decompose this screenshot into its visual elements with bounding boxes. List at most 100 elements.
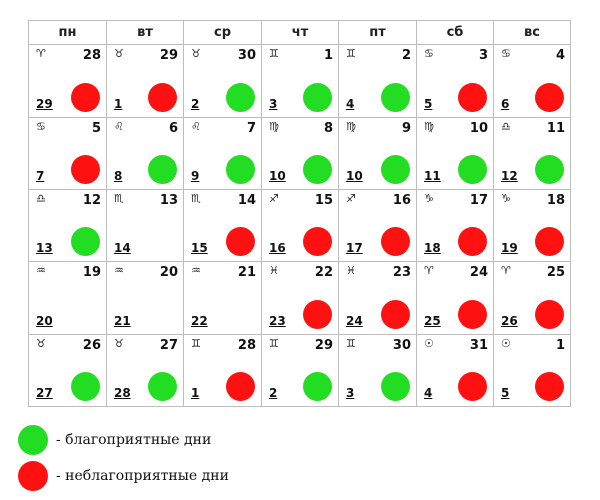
day-cell[interactable]: ♉ 26 27 <box>28 334 107 407</box>
solar-date-link[interactable]: 5 <box>501 386 510 400</box>
day-cell[interactable]: ♋ 5 7 <box>28 117 107 190</box>
solar-date-link[interactable]: 6 <box>501 97 510 111</box>
zodiac-sign-icon: ♍ <box>346 120 356 133</box>
solar-date-link[interactable]: 22 <box>191 314 208 328</box>
solar-date-link[interactable]: 12 <box>501 169 518 183</box>
day-cell[interactable]: ♊ 1 3 <box>261 44 339 118</box>
day-cell[interactable]: ♍ 10 11 <box>416 117 494 190</box>
lunar-day-number: 6 <box>168 121 178 136</box>
day-cell[interactable]: ♐ 15 16 <box>261 189 339 262</box>
zodiac-sign-icon: ♑ <box>501 192 511 205</box>
solar-date-link[interactable]: 10 <box>346 169 363 183</box>
day-cell[interactable]: ♒ 19 20 <box>28 261 107 335</box>
solar-date-link[interactable]: 4 <box>424 386 433 400</box>
day-cell[interactable]: ♑ 18 19 <box>493 189 571 262</box>
day-cell[interactable]: ♊ 28 1 <box>183 334 262 407</box>
day-cell[interactable]: ♍ 8 10 <box>261 117 339 190</box>
day-cell[interactable]: ♒ 20 21 <box>106 261 184 335</box>
day-cell[interactable]: ♑ 17 18 <box>416 189 494 262</box>
solar-date-link[interactable]: 18 <box>424 241 441 255</box>
day-cell[interactable]: ♌ 7 9 <box>183 117 262 190</box>
day-cell[interactable]: ♓ 23 24 <box>338 261 417 335</box>
solar-date-link[interactable]: 13 <box>36 241 53 255</box>
weekday-header: пт <box>338 20 417 45</box>
zodiac-sign-icon: ♈ <box>424 264 434 277</box>
solar-date-link[interactable]: 1 <box>114 97 123 111</box>
solar-date-link[interactable]: 14 <box>114 241 131 255</box>
solar-date-link[interactable]: 5 <box>424 97 433 111</box>
lunar-day-number: 5 <box>91 121 101 136</box>
solar-date-link[interactable]: 7 <box>36 169 45 183</box>
weekday-header: пн <box>28 20 107 45</box>
solar-date-link[interactable]: 9 <box>191 169 200 183</box>
solar-date-link[interactable]: 15 <box>191 241 208 255</box>
day-cell[interactable]: ♏ 14 15 <box>183 189 262 262</box>
day-cell[interactable]: ♎ 11 12 <box>493 117 571 190</box>
zodiac-sign-icon: ☉ <box>424 337 434 350</box>
lunar-day-number: 23 <box>392 265 411 280</box>
day-cell[interactable]: ☉ 31 4 <box>416 334 494 407</box>
day-cell[interactable]: ♏ 13 14 <box>106 189 184 262</box>
zodiac-sign-icon: ♏ <box>114 192 124 205</box>
solar-date-link[interactable]: 25 <box>424 314 441 328</box>
day-cell[interactable]: ♐ 16 17 <box>338 189 417 262</box>
day-cell[interactable]: ♊ 29 2 <box>261 334 339 407</box>
day-cell[interactable]: ♉ 29 1 <box>106 44 184 118</box>
day-cell[interactable]: ♒ 21 22 <box>183 261 262 335</box>
solar-date-link[interactable]: 4 <box>346 97 355 111</box>
day-cell[interactable]: ♈ 24 25 <box>416 261 494 335</box>
day-cell[interactable]: ♍ 9 10 <box>338 117 417 190</box>
solar-date-link[interactable]: 19 <box>501 241 518 255</box>
lunar-day-number: 19 <box>82 265 101 280</box>
solar-date-link[interactable]: 8 <box>114 169 123 183</box>
solar-date-link[interactable]: 2 <box>269 386 278 400</box>
solar-date-link[interactable]: 11 <box>424 169 441 183</box>
solar-date-link[interactable]: 27 <box>36 386 53 400</box>
solar-date-link[interactable]: 3 <box>346 386 355 400</box>
lunar-day-number: 1 <box>323 48 333 63</box>
zodiac-sign-icon: ♓ <box>269 264 279 277</box>
favorable-dot-icon <box>18 425 48 455</box>
favorable-day-dot-icon <box>535 155 564 184</box>
day-cell[interactable]: ♋ 3 5 <box>416 44 494 118</box>
lunar-day-number: 18 <box>546 193 565 208</box>
solar-date-link[interactable]: 29 <box>36 97 53 111</box>
solar-date-link[interactable]: 23 <box>269 314 286 328</box>
weekday-header: ср <box>183 20 262 45</box>
solar-date-link[interactable]: 21 <box>114 314 131 328</box>
zodiac-sign-icon: ♉ <box>191 47 201 60</box>
day-cell[interactable]: ♎ 12 13 <box>28 189 107 262</box>
day-cell[interactable]: ♈ 25 26 <box>493 261 571 335</box>
solar-date-link[interactable]: 16 <box>269 241 286 255</box>
favorable-day-dot-icon <box>148 155 177 184</box>
day-cell[interactable]: ♋ 4 6 <box>493 44 571 118</box>
zodiac-sign-icon: ♈ <box>36 47 46 60</box>
day-cell[interactable]: ♉ 30 2 <box>183 44 262 118</box>
day-cell[interactable]: ♈ 28 29 <box>28 44 107 118</box>
solar-date-link[interactable]: 20 <box>36 314 53 328</box>
day-cell[interactable]: ♌ 6 8 <box>106 117 184 190</box>
day-cell[interactable]: ♊ 30 3 <box>338 334 417 407</box>
day-cell[interactable]: ♓ 22 23 <box>261 261 339 335</box>
day-cell[interactable]: ♊ 2 4 <box>338 44 417 118</box>
day-cell[interactable]: ☉ 1 5 <box>493 334 571 407</box>
lunar-day-number: 12 <box>82 193 101 208</box>
solar-date-link[interactable]: 26 <box>501 314 518 328</box>
lunar-day-number: 24 <box>469 265 488 280</box>
day-cell[interactable]: ♉ 27 28 <box>106 334 184 407</box>
lunar-day-number: 13 <box>159 193 178 208</box>
unfavorable-dot-icon <box>18 461 48 491</box>
favorable-day-dot-icon <box>71 372 100 401</box>
solar-date-link[interactable]: 1 <box>191 386 200 400</box>
lunar-day-number: 25 <box>546 265 565 280</box>
zodiac-sign-icon: ♍ <box>269 120 279 133</box>
solar-date-link[interactable]: 2 <box>191 97 200 111</box>
solar-date-link[interactable]: 24 <box>346 314 363 328</box>
solar-date-link[interactable]: 17 <box>346 241 363 255</box>
lunar-day-number: 16 <box>392 193 411 208</box>
lunar-day-number: 2 <box>401 48 411 63</box>
solar-date-link[interactable]: 3 <box>269 97 278 111</box>
solar-date-link[interactable]: 28 <box>114 386 131 400</box>
solar-date-link[interactable]: 10 <box>269 169 286 183</box>
lunar-day-number: 29 <box>314 338 333 353</box>
